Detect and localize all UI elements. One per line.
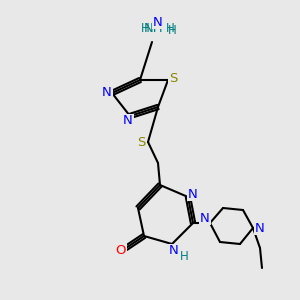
- Text: S: S: [169, 71, 177, 85]
- Text: H: H: [141, 22, 149, 34]
- Text: N: N: [153, 16, 163, 28]
- Text: O: O: [116, 244, 126, 256]
- Text: H: H: [166, 22, 174, 34]
- Text: N: N: [255, 221, 265, 235]
- Text: H: H: [168, 23, 176, 37]
- Text: N: N: [169, 244, 179, 257]
- Text: NH: NH: [144, 22, 164, 34]
- Text: N: N: [188, 188, 198, 200]
- Text: N: N: [123, 115, 133, 128]
- Text: N: N: [102, 86, 112, 100]
- Text: N: N: [200, 212, 210, 224]
- Text: S: S: [137, 136, 145, 148]
- Text: H: H: [180, 250, 188, 262]
